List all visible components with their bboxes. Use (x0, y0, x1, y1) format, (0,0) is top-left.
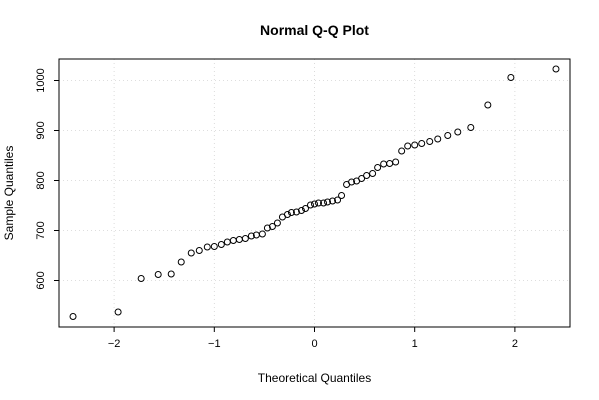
data-point (338, 192, 346, 199)
data-point (203, 243, 211, 251)
data-point (235, 236, 243, 243)
y-tick-label: 700 (35, 221, 47, 239)
data-point (467, 124, 475, 131)
data-point (358, 175, 366, 182)
data-point (292, 208, 300, 216)
x-axis-label: Theoretical Quantiles (258, 371, 371, 385)
y-tick-label: 900 (35, 121, 47, 139)
data-point (258, 230, 266, 238)
data-point (552, 65, 560, 73)
data-point (306, 201, 314, 209)
data-points (69, 65, 560, 320)
data-point (217, 241, 225, 248)
data-point (273, 219, 281, 227)
data-point (69, 313, 77, 320)
data-point (210, 243, 218, 250)
data-point (297, 207, 305, 214)
data-point (426, 138, 434, 145)
data-point (283, 211, 291, 218)
y-tick-label: 1000 (35, 68, 47, 92)
data-point (392, 158, 400, 166)
data-point (444, 132, 452, 139)
y-tick-label: 800 (35, 171, 47, 189)
chart-title: Normal Q-Q Plot (260, 22, 369, 38)
data-point (348, 178, 356, 186)
data-point (187, 249, 195, 257)
data-point (386, 160, 394, 167)
data-point (380, 160, 388, 168)
data-point (404, 142, 412, 150)
data-point (324, 198, 332, 206)
data-point (363, 172, 371, 179)
data-point (398, 147, 406, 155)
data-point (411, 141, 419, 149)
data-point (195, 247, 203, 254)
y-axis-label: Sample Quantiles (2, 146, 16, 241)
data-point (223, 238, 231, 246)
x-tick-label: 2 (512, 338, 518, 350)
data-point (241, 235, 249, 242)
data-point (268, 223, 276, 230)
data-point (507, 74, 515, 81)
x-tick-label: −1 (208, 338, 221, 350)
data-point (484, 101, 492, 109)
x-tick-label: −2 (108, 338, 121, 350)
data-point (167, 270, 175, 278)
data-point (374, 164, 382, 171)
data-point (229, 237, 237, 244)
x-tick-label: 0 (311, 338, 317, 350)
data-point (301, 205, 309, 212)
data-point (329, 197, 337, 205)
data-point (177, 258, 185, 266)
y-axis: 600 700 800 900 1000 (35, 68, 59, 290)
data-point (454, 128, 462, 136)
data-point (320, 199, 328, 207)
x-tick-label: 1 (412, 338, 418, 350)
data-point (154, 271, 162, 278)
x-axis: −2 −1 0 1 2 (108, 327, 518, 350)
data-point (137, 275, 145, 282)
data-point (114, 308, 122, 316)
data-point (263, 224, 271, 232)
y-tick-label: 600 (35, 271, 47, 289)
data-point (287, 209, 295, 216)
data-point (315, 199, 323, 207)
data-point (334, 196, 342, 204)
data-point (434, 135, 442, 143)
grid (59, 59, 570, 327)
data-point (418, 140, 426, 147)
data-point (369, 170, 377, 177)
data-point (311, 200, 318, 208)
data-point (247, 232, 255, 240)
